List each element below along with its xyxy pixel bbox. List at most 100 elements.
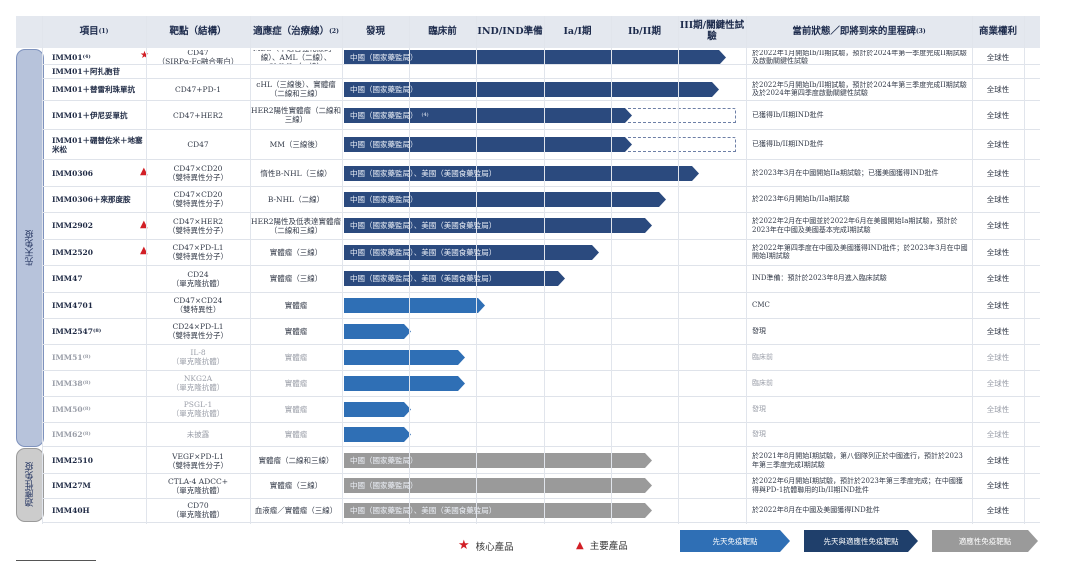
core-product-star-icon: ★ — [140, 50, 149, 61]
indication-cell: 實體瘤 — [284, 326, 308, 336]
column-divider — [678, 16, 679, 524]
target-cell: CD47×HER2 （雙特異性分子） — [168, 216, 228, 235]
milestone-cell: 臨床前 — [752, 378, 773, 387]
indication-cell: 實體瘤 — [284, 404, 308, 414]
column-divider — [611, 16, 612, 524]
rights-cell: 全球性 — [986, 221, 1010, 230]
rights-cell: 全球性 — [986, 52, 1010, 62]
header-phase-1a: Ia/I期 — [563, 25, 592, 37]
target-cell: 未披露 — [186, 429, 210, 439]
row-divider — [42, 522, 1040, 523]
product-name: IMM0306 — [52, 168, 93, 178]
progress-bar-shape — [344, 401, 411, 417]
progress-bar: 中國（國家藥監局） — [344, 137, 632, 152]
column-divider — [409, 16, 410, 524]
bar-jurisdiction-label: 中國（國家藥監局） — [350, 84, 418, 94]
bar-jurisdiction-label: 中國（國家藥監局） — [350, 456, 418, 465]
progress-bar-arrow — [344, 81, 719, 97]
indication-cell: MM（三線後） — [269, 140, 323, 149]
pipeline-row: IMM51 (8) IL-8 （單克隆抗體） 實體瘤 臨床前 全球性 — [42, 344, 1040, 370]
progress-bar-shape — [344, 426, 411, 442]
column-divider — [1024, 16, 1025, 524]
rights-cell: 全球性 — [986, 247, 1010, 257]
progress-bar-arrow — [344, 349, 465, 365]
footnote-rule — [16, 560, 96, 561]
rights-cell: 全球性 — [986, 110, 1010, 120]
progress-bar: 中國（國家藥監局） — [344, 191, 666, 207]
rights-cell: 全球性 — [986, 140, 1010, 149]
milestone-cell: 發現 — [752, 404, 766, 413]
bar-jurisdiction-label: 中國（國家藥監局） — [350, 140, 418, 149]
bar-jurisdiction-label: 中國（國家藥監局）、美國（美國食藥監局） — [350, 221, 497, 230]
progress-bar: 中國（國家藥監局） (4) — [344, 107, 632, 123]
rights-cell: 全球性 — [986, 429, 1010, 439]
milestone-cell: 已獲得Ib/II期IND批件 — [752, 140, 824, 149]
target-cell: CD47+PD-1 — [174, 84, 222, 94]
bar-jurisdiction-label: 中國（國家藥監局）、美國（美國食藥監局） — [350, 247, 497, 257]
milestone-cell: 於2022年2月在中國並於2022年6月在美國開始Ia期試驗，預計於2023年在… — [752, 217, 958, 234]
progress-bar: 中國（國家藥監局）、美國（美國食藥監局） — [344, 165, 699, 181]
legend-dual-target: 先天與適應性免疫靶點 — [804, 530, 918, 552]
rights-cell: 全球性 — [986, 274, 1010, 283]
progress-bar-arrow — [344, 375, 465, 391]
progress-bar: 中國（國家藥監局） — [344, 478, 652, 493]
milestone-cell: 已獲得Ib/II期IND批件 — [752, 110, 824, 119]
bar-jurisdiction-label: 中國（國家藥監局） — [350, 481, 418, 490]
legend-key-label: 主要產品 — [589, 541, 628, 552]
progress-bar-shape — [344, 191, 666, 207]
product-name: IMM2520 — [52, 247, 93, 257]
progress-bar — [344, 426, 411, 442]
rights-cell: 全球性 — [986, 168, 1010, 178]
row-divider — [42, 129, 1040, 130]
progress-bar-arrow — [344, 165, 699, 181]
pipeline-row: IMM2902 CD47×HER2 （雙特異性分子） HER2陽性及低表達實體瘤（二… — [42, 212, 1040, 239]
header-phase-1b: Ib/II期 — [628, 25, 661, 37]
rights-cell: 全球性 — [986, 352, 1010, 362]
rights-cell: 全球性 — [986, 84, 1010, 94]
header-status: 當前狀態／即將到來的里程碑 (3) — [746, 16, 972, 48]
target-cell: CD24×PD-L1 （雙特異性分子） — [168, 322, 228, 340]
row-divider — [42, 396, 1040, 397]
row-divider — [42, 446, 1040, 447]
row-divider — [42, 159, 1040, 160]
product-note: (4) — [82, 54, 91, 60]
indication-cell: 實體瘤 — [284, 429, 308, 439]
progress-bar-arrow — [344, 453, 652, 468]
progress-bar — [344, 349, 465, 365]
target-cell: CD47×CD20 （雙特異性分子） — [168, 164, 228, 182]
milestone-cell: CMC — [752, 300, 770, 309]
innate-sidebar-label: 先天免疫 — [25, 230, 36, 266]
progress-bar: 中國（國家藥監局）、美國（美國食藥監局） — [344, 218, 652, 233]
indication-cell: 實體瘤（三線） — [269, 247, 323, 257]
column-divider — [972, 16, 973, 524]
header-rights: 商業權利 — [978, 25, 1017, 37]
header-item: 項目 (1) — [42, 16, 146, 48]
row-divider — [42, 422, 1040, 423]
target-cell: NKG2A （單克隆抗體） — [171, 374, 225, 392]
target-cell: CD47 （SIRPα-Fc融合蛋白） — [157, 50, 239, 64]
bar-jurisdiction-label: 中國（國家藥監局） (4) — [350, 110, 429, 120]
progress-bar-shape — [344, 81, 719, 97]
product-note: (8) — [93, 328, 102, 334]
target-cell: CD47×CD20 （雙特異性分子） — [168, 190, 228, 208]
rights-cell: 全球性 — [986, 300, 1010, 310]
header-ind-prep: IND/IND準備 — [477, 25, 543, 37]
key-product-triangle-icon: ▲ — [140, 166, 148, 177]
product-name: IMM0306＋來那度胺 — [52, 194, 131, 204]
progress-bar-shape — [344, 323, 411, 339]
progress-bar-arrow — [344, 401, 411, 417]
progress-bar-shape — [344, 49, 726, 65]
column-divider — [42, 16, 43, 524]
indication-cell: cHL（三線後）、實體瘤（二線和三線） — [256, 80, 336, 98]
progress-bar-arrow — [344, 323, 411, 339]
legend-key: ▲ 主要產品 — [576, 538, 628, 553]
progress-bar-shape — [344, 165, 699, 181]
progress-bar-shape — [344, 453, 652, 468]
legend-adaptive-arrow — [932, 530, 1038, 552]
header-target: 靶點（結構） — [169, 25, 227, 37]
milestone-cell: 於2022年5月開始Ib/II期試驗，預計於2024年第三季度完成II期試驗及於… — [752, 80, 967, 97]
pipeline-row: IMM0306 CD47×CD20 （雙特異性分子） 惰性B-NHL（三線） 於202… — [42, 160, 1040, 186]
progress-bar-shape — [344, 218, 652, 233]
legend-innate-arrow — [680, 530, 790, 552]
progress-bar — [344, 323, 411, 339]
